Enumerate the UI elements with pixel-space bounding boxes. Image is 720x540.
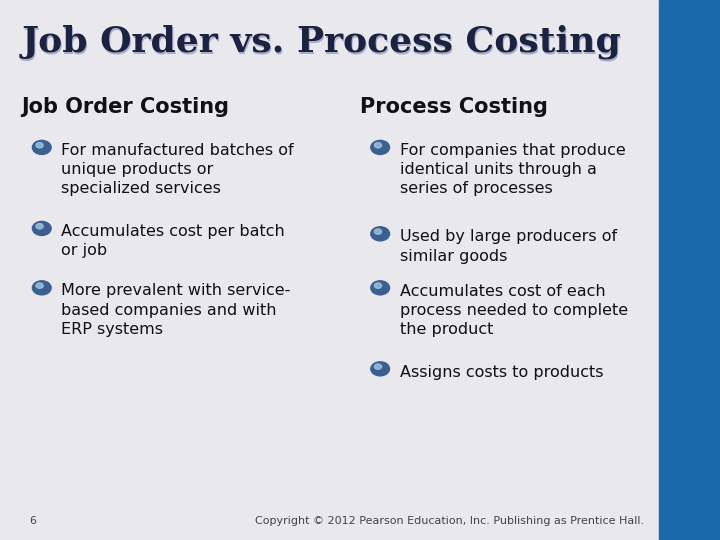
Circle shape: [374, 143, 382, 148]
Text: For manufactured batches of
unique products or
specialized services: For manufactured batches of unique produ…: [61, 143, 294, 197]
Circle shape: [374, 283, 382, 288]
Circle shape: [36, 224, 43, 229]
Text: Job Order Costing: Job Order Costing: [22, 97, 230, 117]
Circle shape: [36, 143, 43, 148]
Circle shape: [371, 227, 390, 241]
Text: 6: 6: [29, 516, 36, 526]
Text: Used by large producers of
similar goods: Used by large producers of similar goods: [400, 230, 617, 264]
Circle shape: [36, 283, 43, 288]
Text: Job Order vs. Process Costing: Job Order vs. Process Costing: [23, 26, 623, 61]
Circle shape: [374, 229, 382, 234]
Text: Process Costing: Process Costing: [360, 97, 548, 117]
Circle shape: [32, 221, 51, 235]
Text: Accumulates cost per batch
or job: Accumulates cost per batch or job: [61, 224, 285, 258]
Text: Assigns costs to products: Assigns costs to products: [400, 364, 603, 380]
Text: For companies that produce
identical units through a
series of processes: For companies that produce identical uni…: [400, 143, 626, 197]
Text: More prevalent with service-
based companies and with
ERP systems: More prevalent with service- based compa…: [61, 284, 291, 337]
Circle shape: [371, 281, 390, 295]
Circle shape: [371, 140, 390, 154]
Text: Accumulates cost of each
process needed to complete
the product: Accumulates cost of each process needed …: [400, 284, 628, 337]
Circle shape: [371, 362, 390, 376]
Circle shape: [32, 140, 51, 154]
Circle shape: [374, 364, 382, 369]
Text: Job Order vs. Process Costing: Job Order vs. Process Costing: [22, 24, 621, 59]
Circle shape: [32, 281, 51, 295]
Text: Copyright © 2012 Pearson Education, Inc. Publishing as Prentice Hall.: Copyright © 2012 Pearson Education, Inc.…: [256, 516, 644, 526]
